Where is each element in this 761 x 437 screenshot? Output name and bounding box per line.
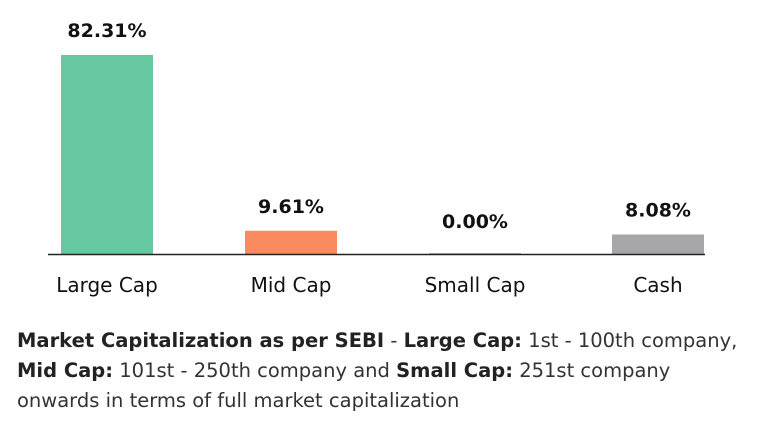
category-label-large-cap: Large Cap <box>56 273 158 297</box>
bar-chart: 82.31% 9.61% 0.00% 8.08% Large Cap Mid Cap Sm… <box>48 20 705 297</box>
footnote-large-cap-label: Large Cap: <box>403 329 522 352</box>
value-label-small-cap: 0.00% <box>442 211 508 233</box>
category-label-mid-cap: Mid Cap <box>251 273 332 297</box>
bar-cash <box>612 234 704 254</box>
category-label-cash: Cash <box>633 273 682 297</box>
footnote: Market Capitalization as per SEBI - Larg… <box>17 326 752 416</box>
value-label-mid-cap: 9.61% <box>258 196 324 218</box>
category-label-small-cap: Small Cap <box>425 273 526 297</box>
footnote-small-cap-label: Small Cap: <box>396 359 514 382</box>
value-label-large-cap: 82.31% <box>67 20 146 42</box>
value-labels: 82.31% 9.61% 0.00% 8.08% <box>67 20 691 233</box>
bars <box>61 55 704 255</box>
footnote-separator: - <box>384 329 404 352</box>
footnote-mid-cap-range: 101st - 250th company and <box>113 359 397 382</box>
footnote-sebi-title: Market Capitalization as per SEBI <box>17 329 385 352</box>
bar-large-cap <box>61 55 153 254</box>
footnote-large-cap-range: 1st - 100th company, <box>521 329 738 352</box>
category-labels: Large Cap Mid Cap Small Cap Cash <box>56 273 682 297</box>
footnote-small-cap-range: 251st company onwards in terms of full m… <box>17 359 671 412</box>
footnote-mid-cap-label: Mid Cap: <box>17 359 114 382</box>
value-label-cash: 8.08% <box>625 199 691 221</box>
bar-mid-cap <box>245 230 337 254</box>
